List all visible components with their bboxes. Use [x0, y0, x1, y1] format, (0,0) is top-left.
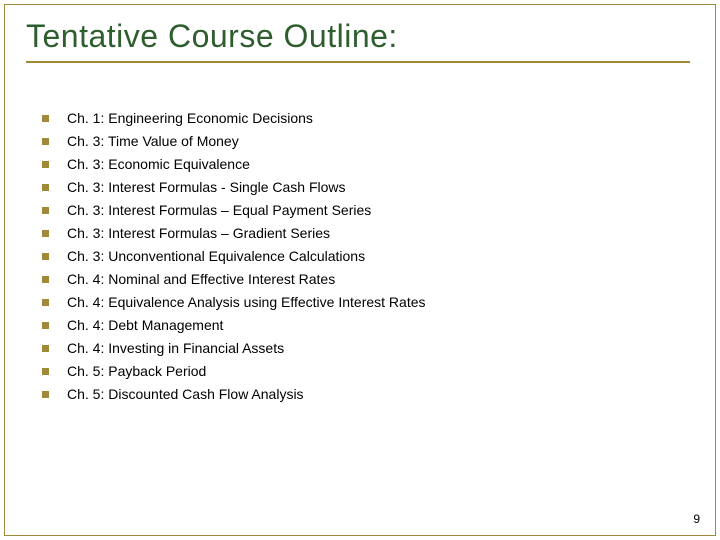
bullet-icon [42, 253, 49, 260]
list-item: Ch. 4: Investing in Financial Assets [42, 340, 426, 356]
page-number: 9 [693, 512, 700, 526]
bullet-icon [42, 115, 49, 122]
list-item-label: Ch. 3: Time Value of Money [67, 133, 239, 149]
list-item: Ch. 4: Nominal and Effective Interest Ra… [42, 271, 426, 287]
list-item: Ch. 3: Unconventional Equivalence Calcul… [42, 248, 426, 264]
bullet-icon [42, 322, 49, 329]
list-item-label: Ch. 1: Engineering Economic Decisions [67, 110, 313, 126]
list-item-label: Ch. 5: Payback Period [67, 363, 206, 379]
list-item-label: Ch. 4: Nominal and Effective Interest Ra… [67, 271, 335, 287]
list-item-label: Ch. 4: Equivalence Analysis using Effect… [67, 294, 426, 310]
list-item: Ch. 3: Interest Formulas - Single Cash F… [42, 179, 426, 195]
list-item-label: Ch. 3: Interest Formulas – Equal Payment… [67, 202, 371, 218]
list-item-label: Ch. 3: Unconventional Equivalence Calcul… [67, 248, 365, 264]
list-item: Ch. 4: Equivalence Analysis using Effect… [42, 294, 426, 310]
outline-list: Ch. 1: Engineering Economic Decisions Ch… [42, 110, 426, 409]
list-item: Ch. 5: Discounted Cash Flow Analysis [42, 386, 426, 402]
bullet-icon [42, 161, 49, 168]
list-item-label: Ch. 4: Debt Management [67, 317, 223, 333]
list-item-label: Ch. 4: Investing in Financial Assets [67, 340, 284, 356]
bullet-icon [42, 368, 49, 375]
bullet-icon [42, 345, 49, 352]
bullet-icon [42, 276, 49, 283]
bullet-icon [42, 391, 49, 398]
page-title: Tentative Course Outline: [26, 18, 690, 63]
bullet-icon [42, 138, 49, 145]
title-area: Tentative Course Outline: [26, 18, 690, 63]
list-item-label: Ch. 3: Interest Formulas - Single Cash F… [67, 179, 346, 195]
list-item: Ch. 3: Economic Equivalence [42, 156, 426, 172]
list-item: Ch. 4: Debt Management [42, 317, 426, 333]
bullet-icon [42, 230, 49, 237]
list-item: Ch. 3: Time Value of Money [42, 133, 426, 149]
bullet-icon [42, 299, 49, 306]
list-item-label: Ch. 3: Interest Formulas – Gradient Seri… [67, 225, 330, 241]
list-item: Ch. 1: Engineering Economic Decisions [42, 110, 426, 126]
list-item-label: Ch. 3: Economic Equivalence [67, 156, 250, 172]
list-item: Ch. 3: Interest Formulas – Gradient Seri… [42, 225, 426, 241]
bullet-icon [42, 184, 49, 191]
list-item-label: Ch. 5: Discounted Cash Flow Analysis [67, 386, 304, 402]
list-item: Ch. 5: Payback Period [42, 363, 426, 379]
list-item: Ch. 3: Interest Formulas – Equal Payment… [42, 202, 426, 218]
bullet-icon [42, 207, 49, 214]
